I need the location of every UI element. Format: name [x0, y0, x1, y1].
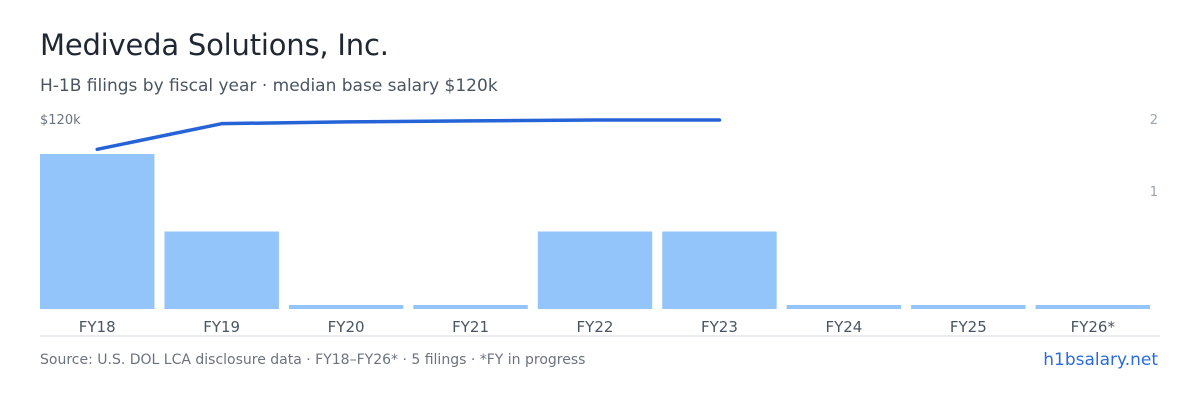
x-tick-label: FY25	[950, 318, 987, 336]
brand-link[interactable]: h1bsalary.net	[1043, 350, 1158, 370]
bars-layer	[40, 154, 1150, 309]
bar-fy21[interactable]	[413, 305, 528, 309]
chart-subtitle: H-1B filings by fiscal year · median bas…	[40, 76, 498, 96]
x-tick-label: FY19	[203, 318, 240, 336]
bar-fy22[interactable]	[537, 231, 653, 309]
x-tick-label: FY23	[701, 318, 738, 336]
x-tick-labels: FY18 FY19 FY20 FY21 FY22 FY23 FY24 FY25 FY26*	[79, 318, 1116, 336]
h1b-filings-chart: FY18 FY19 FY20 FY21 FY22 FY23 FY24 FY25 FY26* $1…	[40, 113, 1160, 337]
chart-title: Mediveda Solutions, Inc.	[40, 28, 389, 62]
y-right-axis: 21	[1150, 113, 1158, 200]
bar-fy20[interactable]	[288, 305, 404, 309]
x-tick-label: FY22	[577, 318, 614, 336]
x-tick-label: FY24	[825, 318, 862, 336]
x-tick-label: FY26*	[1071, 318, 1116, 336]
bar-fy26[interactable]	[1035, 305, 1150, 309]
x-tick-label: FY20	[328, 318, 365, 336]
x-tick-label: FY18	[79, 318, 116, 336]
source-note: Source: U.S. DOL LCA disclosure data · F…	[40, 352, 586, 368]
salary-line	[95, 118, 722, 152]
salary-line-layer	[95, 118, 722, 152]
bar-fy25[interactable]	[911, 305, 1026, 309]
x-tick-label: FY21	[452, 318, 489, 336]
bar-fy23[interactable]	[662, 231, 777, 309]
bar-fy24[interactable]	[786, 305, 902, 309]
y-right-tick-label: 1	[1150, 185, 1158, 200]
y-right-tick-label: 2	[1150, 113, 1158, 128]
bar-fy19[interactable]	[164, 231, 279, 309]
y-left-label: $120k	[40, 113, 81, 128]
bar-fy18[interactable]	[40, 154, 155, 309]
